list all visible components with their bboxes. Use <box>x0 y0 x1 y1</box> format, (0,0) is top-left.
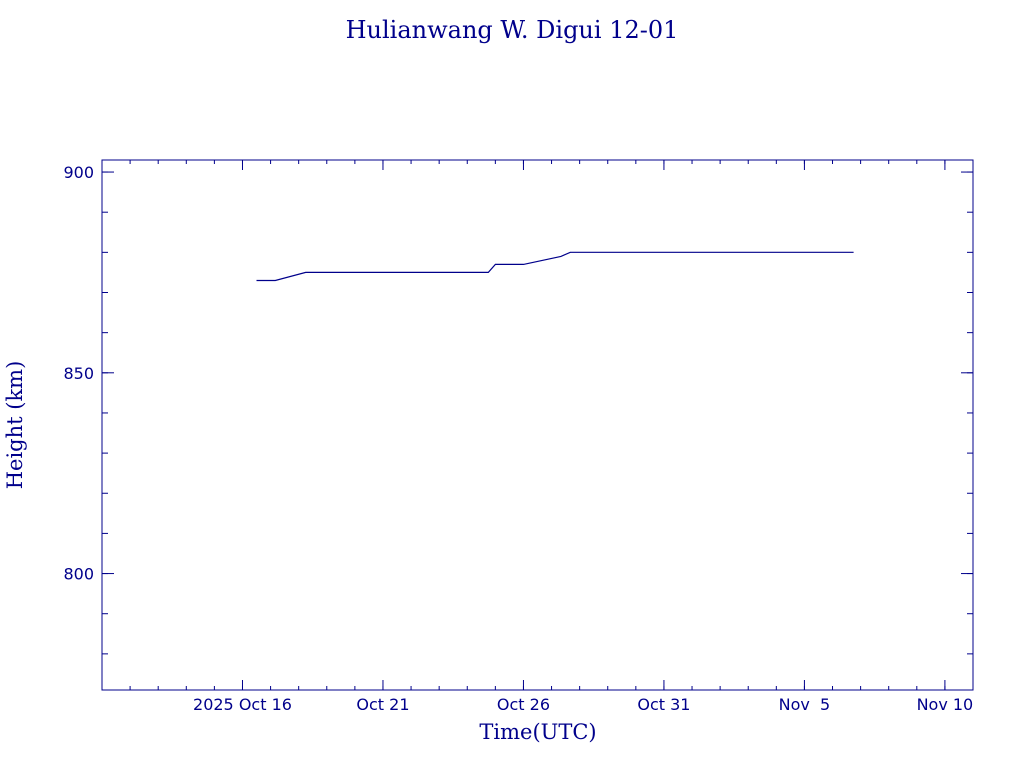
series-group <box>256 251 854 282</box>
x-axis-title: Time(UTC) <box>479 720 596 744</box>
y-tick-label: 850 <box>63 364 94 383</box>
y-tick-label: 900 <box>63 163 94 182</box>
y-axis-tick-labels: 800 850 900 <box>63 163 94 584</box>
y-axis-ticks <box>102 171 973 655</box>
x-tick-label: 2025 Oct 16 <box>193 695 292 714</box>
plot-frame <box>101 159 974 691</box>
x-axis-ticks <box>101 160 974 690</box>
chart-title: Hulianwang W. Digui 12-01 <box>346 16 679 44</box>
x-tick-label: Nov 10 <box>917 695 974 714</box>
x-axis-tick-labels: 2025 Oct 16 Oct 21 Oct 26 Oct 31 Nov 5 Nov 10 <box>193 695 973 714</box>
y-tick-label: 800 <box>63 565 94 584</box>
series-line <box>256 251 854 282</box>
x-tick-label: Oct 21 <box>356 695 409 714</box>
y-axis-title: Height (km) <box>3 361 27 490</box>
x-tick-label: Nov 5 <box>779 695 831 714</box>
x-tick-label: Oct 31 <box>637 695 690 714</box>
x-tick-label: Oct 26 <box>497 695 550 714</box>
